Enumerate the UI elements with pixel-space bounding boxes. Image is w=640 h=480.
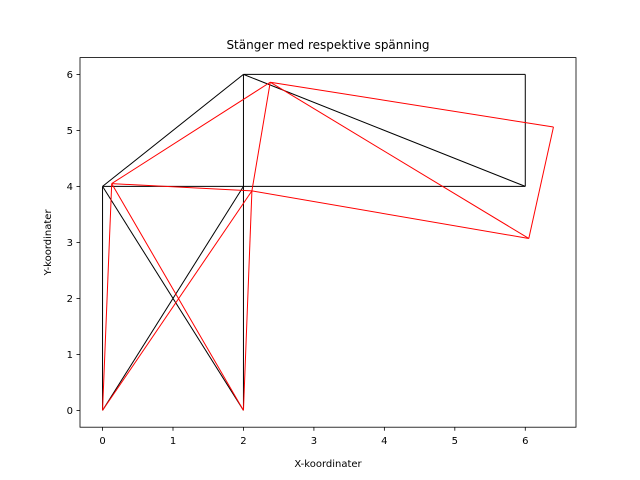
series-1-segment-1	[102, 190, 253, 411]
series-0-segment-9	[243, 73, 526, 187]
y-tick-label-2: 2	[67, 294, 73, 305]
series-1-segment-9	[269, 81, 530, 239]
x-tick-label-6: 6	[522, 436, 528, 447]
y-tick-label-0: 0	[67, 406, 73, 417]
x-axis-label: X-koordinater	[294, 459, 362, 470]
y-tick-label-4: 4	[67, 182, 73, 193]
x-tick-label-2: 2	[240, 436, 246, 447]
series-1-segment-8	[270, 81, 554, 128]
series-1-segment-10	[528, 126, 554, 239]
x-tick-label-4: 4	[381, 436, 387, 447]
y-tick-label-6: 6	[67, 70, 73, 81]
series-1-segment-2	[111, 183, 244, 411]
series-1-segment-0	[102, 183, 113, 411]
x-tick-label-1: 1	[170, 436, 176, 447]
y-tick-label-3: 3	[67, 238, 73, 249]
series-1-segment-7	[251, 190, 529, 239]
plot-lines	[102, 73, 554, 411]
y-axis-label: Y-koordinater	[43, 209, 54, 277]
y-tick-label-1: 1	[67, 350, 73, 361]
chart-title: Stänger med respektive spänning	[226, 38, 429, 52]
y-axis: 0 1 2 3 4 5 6	[67, 70, 80, 417]
series-1-segment-5	[111, 81, 271, 185]
x-tick-label-0: 0	[99, 436, 105, 447]
series-1-segment-4	[111, 183, 252, 192]
series-0-segment-2	[102, 186, 244, 411]
series-1-segment-3	[242, 190, 253, 411]
series-1-segment-6	[251, 82, 271, 191]
y-tick-label-5: 5	[67, 126, 73, 137]
x-tick-label-3: 3	[311, 436, 317, 447]
plot-frame	[79, 57, 577, 428]
x-axis: 0 1 2 3 4 5 6	[99, 427, 528, 447]
series-0-segment-5	[102, 74, 244, 187]
x-tick-label-5: 5	[452, 436, 458, 447]
